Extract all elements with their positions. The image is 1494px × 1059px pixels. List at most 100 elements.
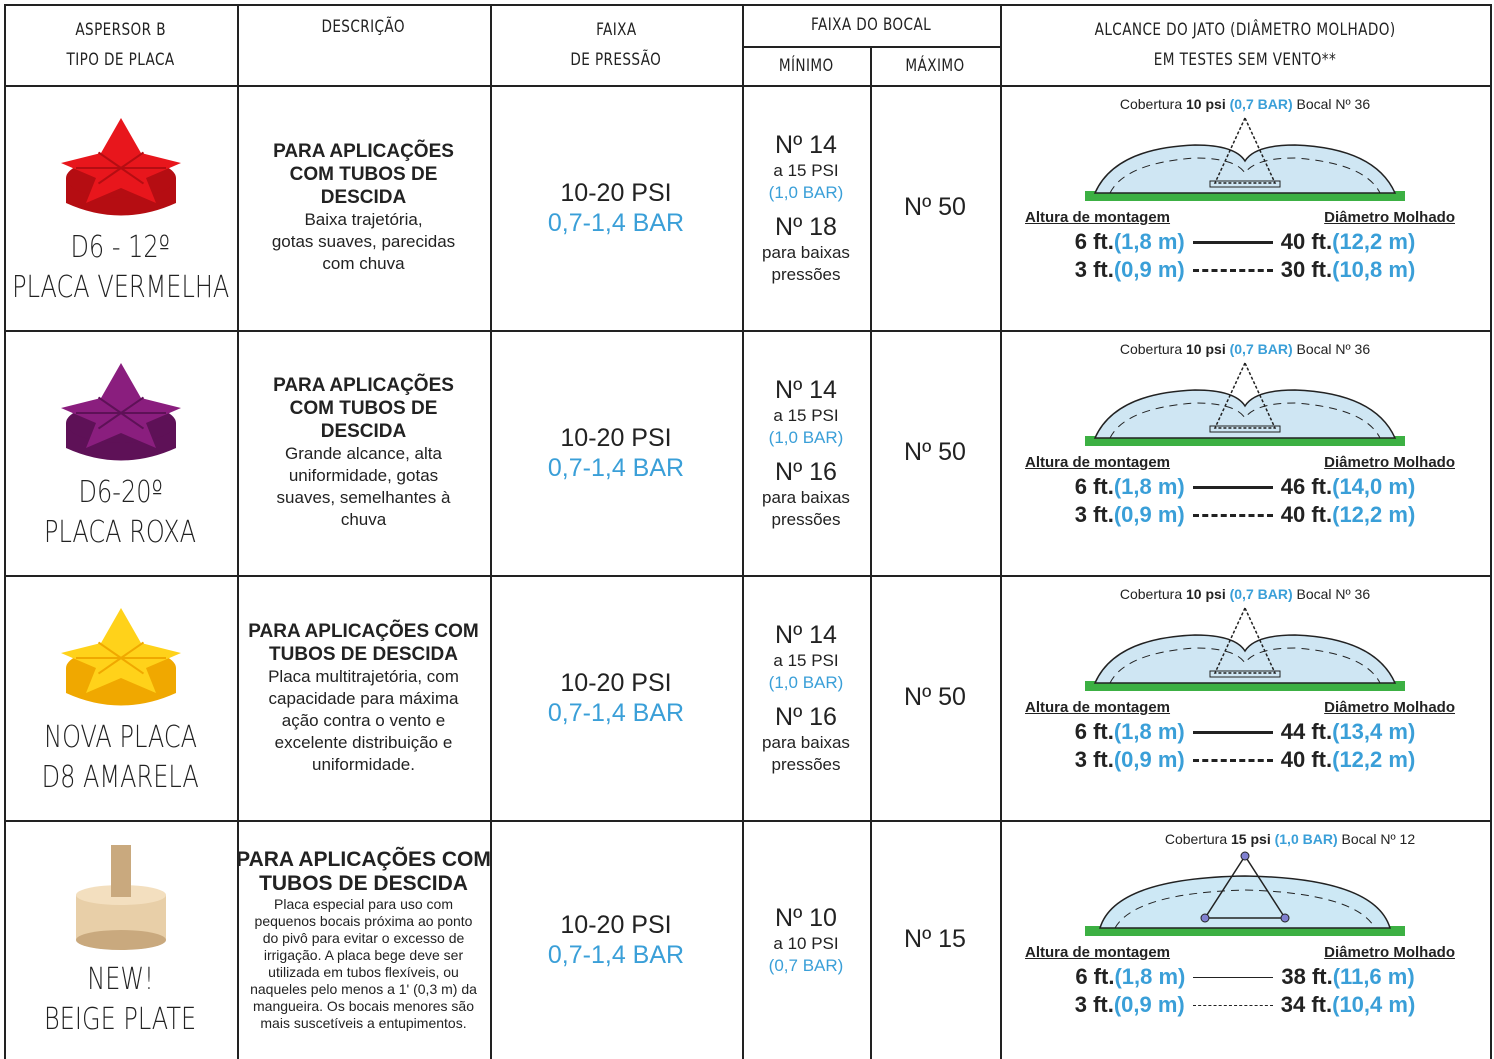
diameter-ft: 34 ft.	[1280, 992, 1333, 1017]
min-cell: Nº 14 a 15 PSI (1,0 BAR) Nº 18 para baixas pr…	[742, 85, 870, 330]
diameter-ft: 30 ft.	[1280, 257, 1333, 282]
min-bar: (1,0 BAR)	[768, 672, 844, 692]
pressure-bar: 0,7-1,4 BAR	[547, 453, 685, 482]
max-nozzle: Nº 15	[904, 925, 966, 953]
diameter-m: (12,2 m)	[1332, 747, 1416, 772]
line-sample	[1192, 485, 1273, 489]
v-rule	[490, 4, 492, 1059]
description-body: ação contra o vento e	[281, 710, 446, 730]
coverage-caption: Cobertura 10 psi (0,7 BAR) Bocal Nº 36	[1120, 585, 1370, 603]
description-cell: PARA APLICAÇÕES COM TUBOS DE DESCIDA Placa…	[236, 820, 491, 1059]
diameter-label: Diâmetro Molhado	[1324, 209, 1455, 226]
spray-dome	[1093, 634, 1397, 684]
header-text: DESCRIÇÃO	[321, 17, 406, 37]
header-text: EM TESTES SEM VENTO**	[1153, 49, 1337, 70]
coverage-cell: Cobertura 10 psi (0,7 BAR) Bocal Nº 36 Al…	[1000, 330, 1490, 575]
plate-groove	[97, 151, 122, 169]
tower-base	[1209, 670, 1281, 678]
plate-body	[110, 844, 131, 897]
diameter-label: Diâmetro Molhado	[1324, 454, 1455, 471]
max-nozzle: Nº 50	[904, 438, 966, 466]
v-rule	[237, 4, 239, 1059]
coverage-nozzle: Bocal Nº 36	[1296, 341, 1371, 357]
min-nozzle: Nº 14	[775, 620, 837, 649]
plate-body	[60, 117, 181, 203]
min-cell: Nº 14 a 15 PSI (1,0 BAR) Nº 16 para baixas pr…	[742, 330, 870, 575]
description-body: utilizada em tubos flexíveis, ou	[268, 963, 459, 980]
pressure-psi: 10-20 PSI	[560, 178, 672, 207]
description-body: pequenos bocais próxima ao ponto	[254, 912, 473, 929]
description-body: gotas suaves, parecidas	[271, 232, 456, 251]
description-title: COM TUBOS DE	[289, 164, 438, 185]
mount-label: Altura de montagem	[1025, 209, 1171, 226]
plate-image	[60, 362, 181, 460]
height-row: 3 ft. (0,9 m) 34 ft. (10,4 m)	[1010, 991, 1480, 1019]
mount-m: (0,9 m)	[1113, 747, 1185, 772]
header-cell: FAIXA DO BOCAL	[742, 4, 1000, 46]
min-note: para baixas	[762, 732, 850, 752]
line-sample	[1192, 1004, 1273, 1006]
header-cell: DESCRIÇÃO	[237, 4, 490, 85]
mount-ft: 3 ft.	[1074, 502, 1114, 527]
min-nozzle: Nº 14	[775, 375, 837, 404]
min-note: pressões	[771, 754, 841, 774]
diameter-ft: 44 ft.	[1280, 719, 1333, 744]
ground	[1085, 681, 1405, 691]
max-nozzle: Nº 50	[904, 683, 966, 711]
header-text: ASPERSOR B	[75, 19, 166, 40]
plate-groove	[97, 656, 122, 674]
plate-cell: NEW! BEIGE PLATE	[4, 820, 237, 1059]
plate-body	[60, 362, 181, 448]
coverage-nozzle: Bocal Nº 36	[1296, 96, 1371, 112]
min-note: pressões	[771, 264, 841, 284]
description-body: Placa multitrajetória, com	[268, 666, 459, 686]
line-sample	[1192, 268, 1273, 272]
mount-m: (0,9 m)	[1113, 502, 1185, 527]
line-sample	[1192, 240, 1273, 244]
plate-name: NEW!	[87, 961, 154, 997]
sprinkler-diagram	[1085, 606, 1405, 691]
sprinkler-diagram	[1085, 361, 1405, 446]
min-nozzle: Nº 10	[775, 903, 837, 932]
description-body: mais suscetíveis a entupimentos.	[260, 1014, 467, 1031]
h-rule	[4, 85, 1492, 87]
coverage-caption: Cobertura 10 psi (0,7 BAR) Bocal Nº 36	[1120, 95, 1370, 113]
description-body: com chuva	[322, 254, 405, 273]
plate-groove	[119, 656, 144, 674]
coverage-prefix: Cobertura	[1119, 96, 1183, 112]
plate-groove	[119, 641, 144, 659]
header-text: DE PRESSÃO	[570, 49, 662, 70]
plate-name: NOVA PLACA	[44, 719, 197, 755]
diameter-m: (12,2 m)	[1332, 502, 1416, 527]
ground	[1085, 436, 1405, 446]
line-sample	[1192, 730, 1273, 734]
plate-name: BEIGE PLATE	[44, 1001, 197, 1037]
description-body: excelente distribuição e	[274, 732, 453, 752]
height-row: 3 ft. (0,9 m) 40 ft. (12,2 m)	[1010, 501, 1480, 529]
description-body: uniformidade, gotas	[288, 466, 439, 485]
mount-m: (1,8 m)	[1114, 964, 1186, 989]
v-rule	[742, 4, 744, 1059]
coverage-cell: Cobertura 10 psi (0,7 BAR) Bocal Nº 36 Al…	[1000, 575, 1490, 820]
plate-image	[60, 607, 181, 705]
coverage-bar: (0,7 BAR)	[1229, 586, 1293, 602]
coverage-prefix: Cobertura	[1119, 586, 1183, 602]
tower-base	[1209, 180, 1281, 188]
v-rule	[1490, 4, 1492, 1059]
pressure-psi: 10-20 PSI	[560, 910, 672, 939]
h-rule	[4, 575, 1492, 577]
plate-cell: NOVA PLACA D8 AMARELA	[4, 575, 237, 820]
coverage-bar: (0,7 BAR)	[1229, 96, 1293, 112]
description-title: PARA APLICAÇÕES COM	[248, 620, 479, 642]
mount-ft: 3 ft.	[1074, 257, 1114, 282]
diameter-m: (10,4 m)	[1332, 992, 1416, 1017]
coverage-psi: 15 psi	[1231, 831, 1271, 847]
description-title: PARA APLICAÇÕES	[273, 375, 454, 396]
tower	[1213, 361, 1277, 429]
plate-groove	[119, 166, 144, 184]
ground	[1085, 191, 1405, 201]
min-cell: Nº 10 a 10 PSI (0,7 BAR)	[742, 820, 870, 1059]
description-title: DESCIDA	[320, 187, 407, 208]
header-text: FAIXA	[595, 19, 637, 40]
sprinkler-diagram	[1085, 851, 1405, 936]
